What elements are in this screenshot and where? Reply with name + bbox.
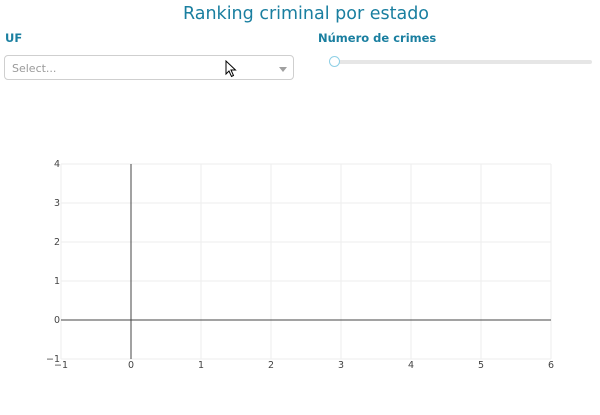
x-tick-label: −1: [54, 360, 68, 371]
crimes-label: Número de crimes: [318, 31, 437, 45]
x-tick-label: 4: [408, 360, 414, 371]
x-tick-label: 5: [478, 360, 484, 371]
x-tick-label: 1: [198, 360, 204, 371]
y-tick-label: −1: [46, 354, 60, 365]
y-tick-label: 1: [54, 276, 60, 287]
crimes-slider-handle[interactable]: [329, 56, 340, 67]
x-tick-label: 0: [128, 360, 134, 371]
crimes-slider-rail[interactable]: [333, 60, 592, 64]
uf-dropdown-placeholder: Select...: [12, 62, 57, 75]
mouse-cursor-icon: [225, 60, 237, 78]
uf-label: UF: [5, 31, 23, 45]
x-tick-label: 2: [268, 360, 274, 371]
y-tick-label: 3: [54, 198, 60, 209]
chevron-down-icon[interactable]: [279, 67, 287, 72]
x-tick-label: 6: [548, 360, 554, 371]
y-tick-label: 4: [54, 159, 60, 170]
y-tick-label: 2: [54, 237, 60, 248]
uf-dropdown[interactable]: Select...: [4, 55, 294, 80]
y-tick-label: 0: [54, 315, 60, 326]
page-title: Ranking criminal por estado: [182, 4, 430, 24]
x-tick-label: 3: [338, 360, 344, 371]
